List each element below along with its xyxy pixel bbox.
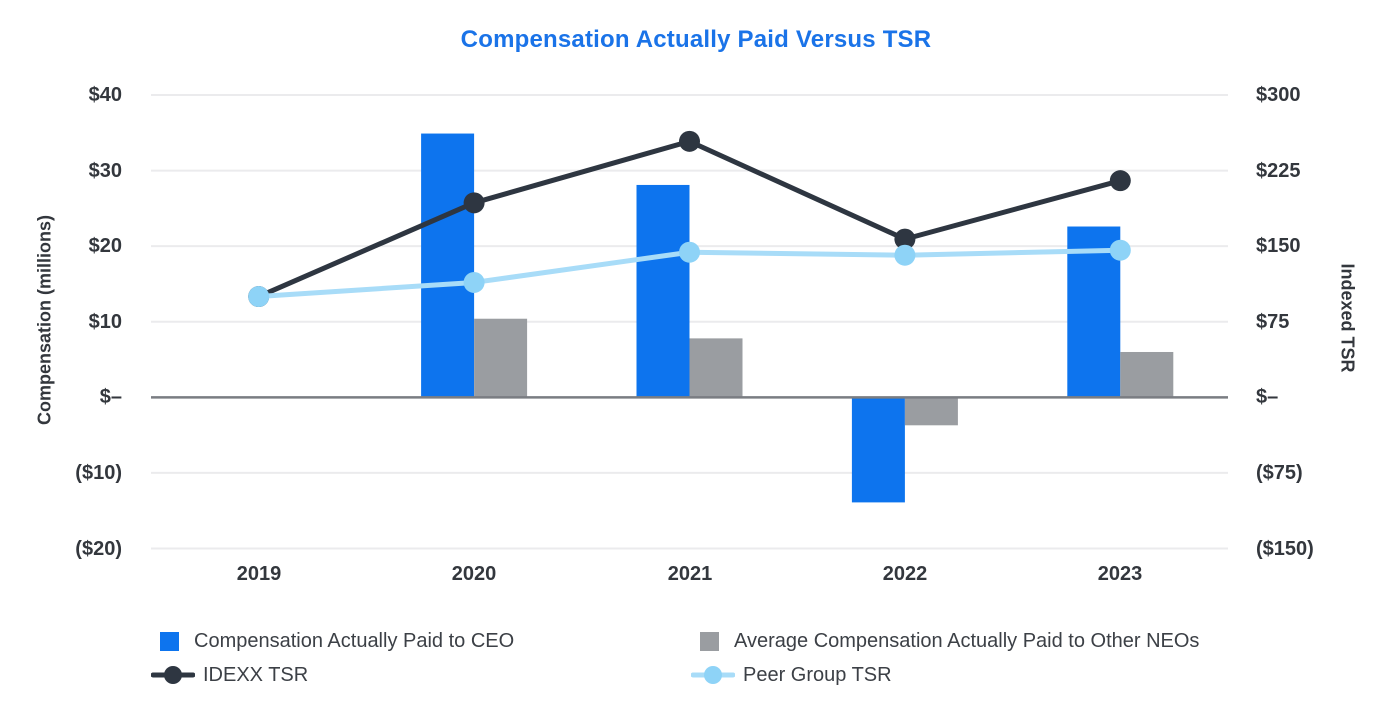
left-axis-tick-label: $30 [88,160,122,182]
right-axis-tick-label: $150 [1256,235,1301,257]
right-axis-tick-label: $– [1256,386,1279,408]
legend-label: Compensation Actually Paid to CEO [194,629,515,652]
x-axis-tick-label: 2021 [667,563,713,585]
right-axis-tick-label: $225 [1256,160,1301,182]
legend-label: Peer Group TSR [743,663,892,686]
left-axis-tick-label: $20 [88,235,122,257]
ceo-bar-swatch-icon [160,631,179,651]
x-axis-tick-label: 2019 [236,563,282,585]
right-axis-tick-label: ($150) [1256,538,1314,560]
x-axis-tick-label: 2020 [451,563,497,585]
neo-bar-swatch-icon [700,631,719,651]
right-axis-title: Indexed TSR [1337,263,1358,373]
idexx-tsr-line-marker-icon [151,666,195,684]
legend-item-idexx-tsr: IDEXX TSR [151,663,308,687]
left-axis-tick-label: $40 [88,84,122,106]
legend-item-cap-other-neos: Average Compensation Actually Paid to Ot… [700,629,1199,653]
right-axis-tick-label: $75 [1256,311,1290,333]
x-axis-tick-label: 2023 [1097,563,1143,585]
legend-label: IDEXX TSR [203,663,309,686]
left-axis-tick-label: ($20) [75,538,122,560]
right-axis-tick-label: $300 [1256,84,1301,106]
right-axis-tick-label: ($75) [1256,462,1303,484]
left-axis-title: Compensation (millions) [34,214,55,426]
legend-label: Average Compensation Actually Paid to Ot… [734,629,1200,652]
x-axis-tick-label: 2022 [882,563,928,585]
chart-title: Compensation Actually Paid Versus TSR [460,26,932,53]
left-axis-tick-label: $– [99,386,122,408]
legend-item-peer-group-tsr: Peer Group TSR [691,663,892,687]
peer-group-tsr-line-marker-icon [691,666,735,684]
legend-item-cap-ceo: Compensation Actually Paid to CEO [160,629,514,653]
left-axis-tick-label: ($10) [75,462,122,484]
left-axis-tick-label: $10 [88,311,122,333]
